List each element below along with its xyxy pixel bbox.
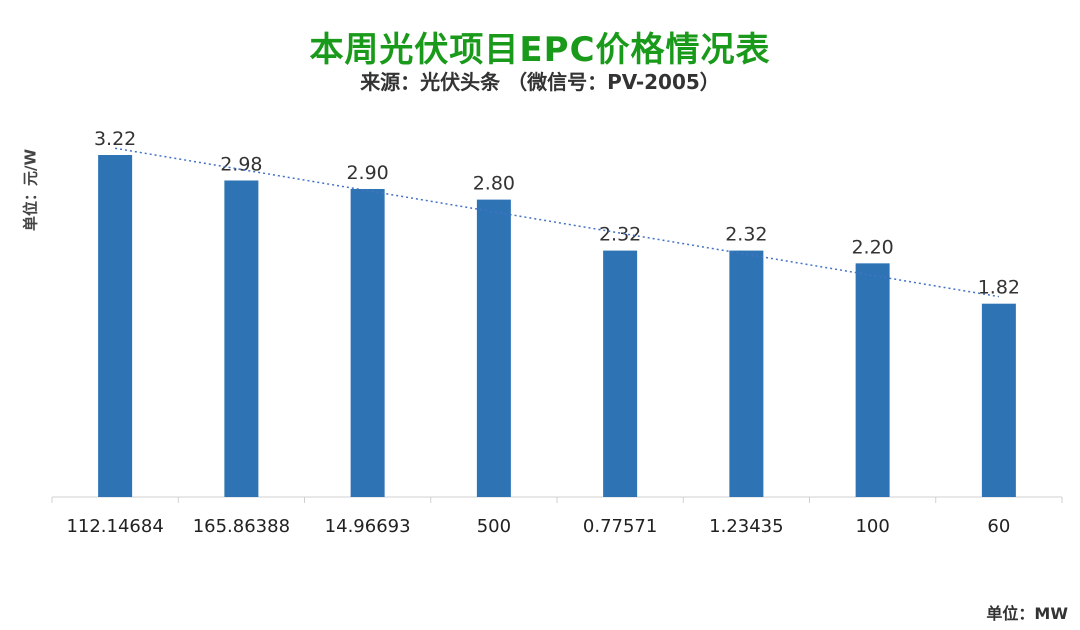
bar	[981, 303, 1016, 497]
data-label: 3.22	[94, 128, 136, 150]
data-label: 2.98	[220, 153, 262, 175]
bar	[350, 188, 385, 497]
bar	[729, 250, 764, 497]
data-label: 2.32	[725, 224, 767, 246]
x-tick-label: 0.77571	[583, 516, 657, 537]
data-label: 2.90	[346, 162, 388, 184]
x-tick-label: 100	[855, 516, 889, 537]
data-label: 2.32	[599, 224, 641, 246]
bar	[476, 199, 511, 497]
data-label: 2.20	[851, 236, 893, 258]
chart-subtitle: 来源：光伏头条 （微信号：PV-2005）	[360, 70, 720, 94]
x-tick-label: 500	[477, 516, 511, 537]
x-tick-label: 14.96693	[325, 516, 411, 537]
bar	[855, 263, 890, 497]
data-label: 2.80	[473, 173, 515, 195]
chart-title: 本周光伏项目EPC价格情况表	[309, 30, 771, 70]
trendline	[115, 147, 999, 298]
x-tick-label: 165.86388	[193, 516, 290, 537]
bar	[224, 180, 259, 498]
bar	[98, 155, 133, 497]
x-tick-label: 1.23435	[709, 516, 783, 537]
x-tick-label: 60	[987, 516, 1010, 537]
data-label: 1.82	[978, 277, 1020, 299]
bar	[603, 250, 638, 497]
x-unit-note: 单位：MW	[986, 604, 1068, 623]
x-tick-label: 112.14684	[66, 516, 163, 537]
